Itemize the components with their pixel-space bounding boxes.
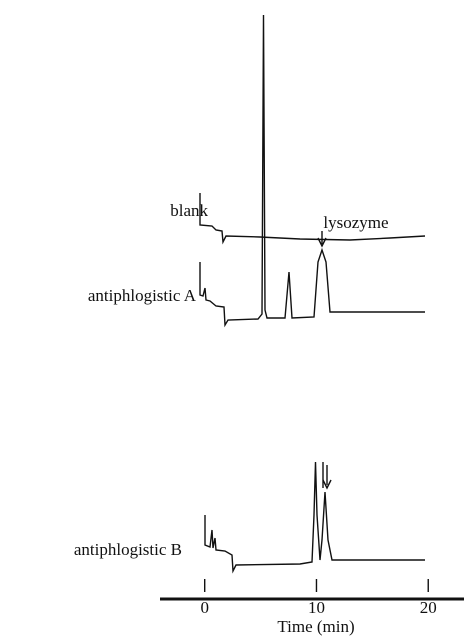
arrow [322,465,332,490]
x-axis-label: Time (min) [277,617,354,636]
trace-label: blank [170,201,208,220]
x-tick-label: 0 [200,598,209,617]
arrow [317,231,327,248]
traces [199,14,426,574]
trace-label: antiphlogistic A [88,286,197,305]
trace-blank [199,193,426,245]
x-tick-label: 10 [308,598,325,617]
trace-antiphlogistic-a [199,14,425,328]
annotation: lysozyme [323,213,388,232]
x-tick-label: 20 [420,598,437,617]
trace-antiphlogistic-b [204,461,425,574]
trace-label: antiphlogistic B [74,540,182,559]
